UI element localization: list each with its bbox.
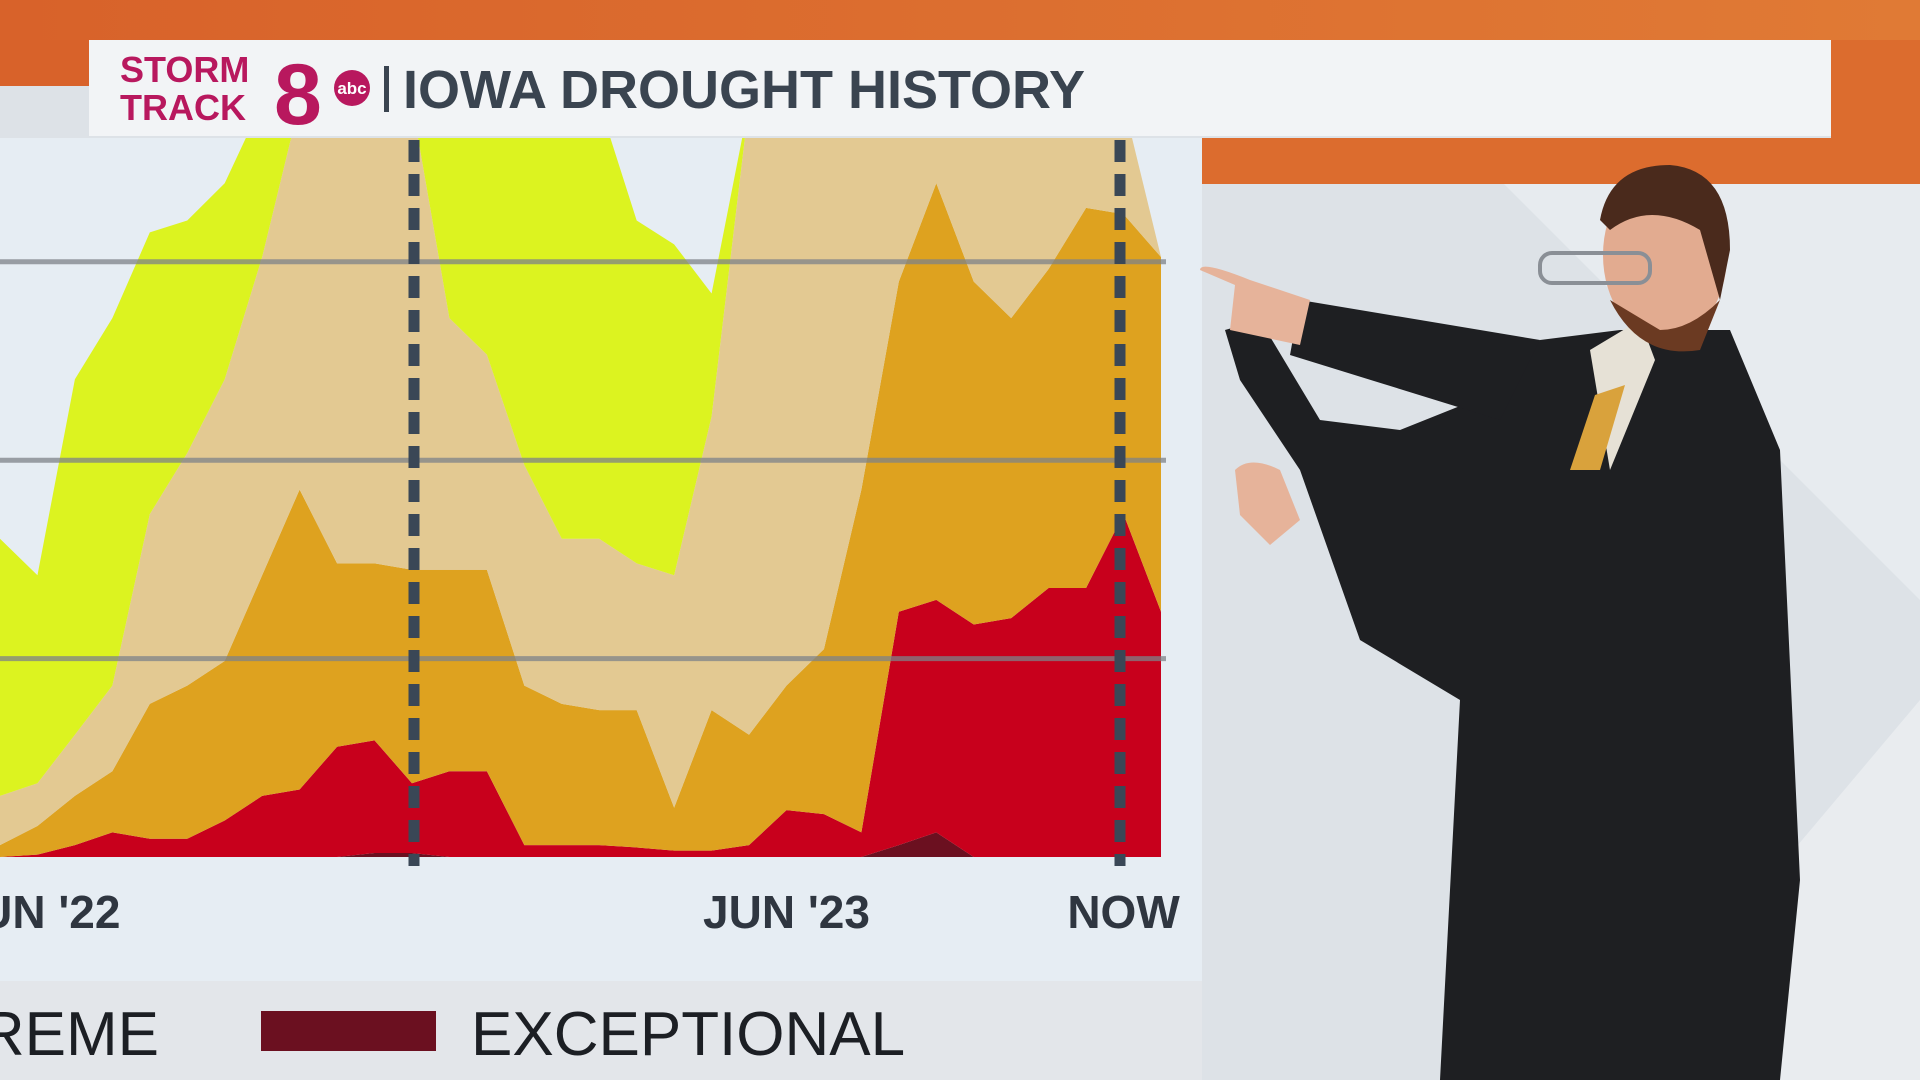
area-band [0, 514, 1161, 857]
legend-label: EXTREME [0, 1000, 159, 1069]
legend-swatch [261, 1011, 436, 1051]
chart-title: IOWA DROUGHT HISTORY [403, 60, 1085, 120]
presenter [1200, 165, 1800, 1080]
top-band [1150, 40, 1920, 184]
network-logo: abc [337, 79, 366, 98]
legend-label: EXCEPTIONAL [471, 1000, 905, 1069]
legend-panel [0, 981, 1202, 1080]
network-badge [334, 70, 370, 106]
plot-area [0, 138, 1161, 858]
title-separator [384, 66, 389, 112]
logo-text: TRACK [120, 87, 246, 128]
top-band [0, 40, 89, 86]
area-band [0, 138, 1161, 796]
top-band [0, 0, 1920, 40]
x-tick-label: JUN '23 [703, 886, 870, 938]
logo-number: 8 [274, 47, 322, 143]
x-tick-label: NOW [1067, 886, 1180, 938]
title-bar [89, 40, 1831, 136]
x-tick-label: JUN '22 [0, 886, 120, 938]
area-band [0, 832, 1161, 857]
plot-overlay [0, 140, 1166, 866]
logo-text: STORM [120, 49, 249, 90]
area-band [0, 138, 1161, 846]
background-stripe [1200, 180, 1920, 600]
area-band [0, 183, 1161, 858]
